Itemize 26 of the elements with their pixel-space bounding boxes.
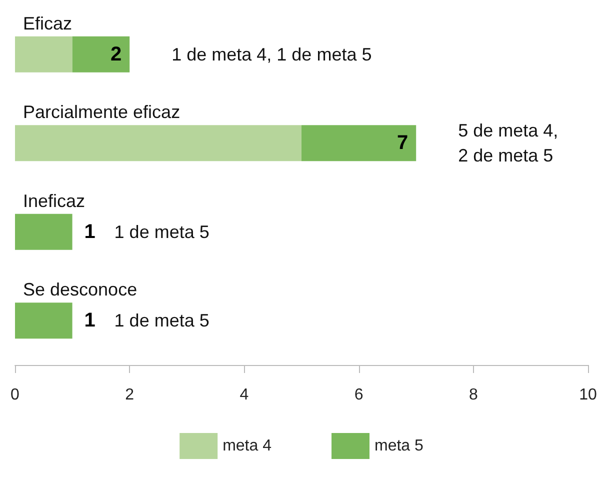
x-tick-label: 2 [125,386,134,404]
x-tick-label: 0 [10,386,20,404]
total-label: 2 [110,43,122,66]
annotation: 1 de meta 5 [114,222,210,242]
bar [15,302,72,339]
x-tick-label: 6 [354,386,364,404]
legend-label: meta 4 [222,438,272,454]
annotation: 1 de meta 4, 1 de meta 5 [172,44,372,64]
annotation: 1 de meta 5 [114,310,210,331]
bar [15,125,302,162]
y-tick-label: Eficaz [23,13,72,34]
legend-label: meta 5 [374,438,424,454]
total-label: 1 [84,220,96,243]
x-tick-label: 4 [240,386,249,404]
total-label: 1 [84,310,96,332]
x-tick-label: 8 [468,386,478,404]
y-tick-label: Se desconoce [23,280,138,300]
bar [15,36,72,72]
x-tick-label: 10 [579,386,597,404]
y-tick-label: Ineficaz [23,190,86,211]
bar [15,214,72,250]
bar [72,36,130,72]
y-tick-label: Parcialmente eficaz [23,102,180,122]
total-label: 7 [396,132,408,154]
annotation: 5 de meta 4, 2 de meta 5 [458,120,558,166]
bar [302,125,416,162]
